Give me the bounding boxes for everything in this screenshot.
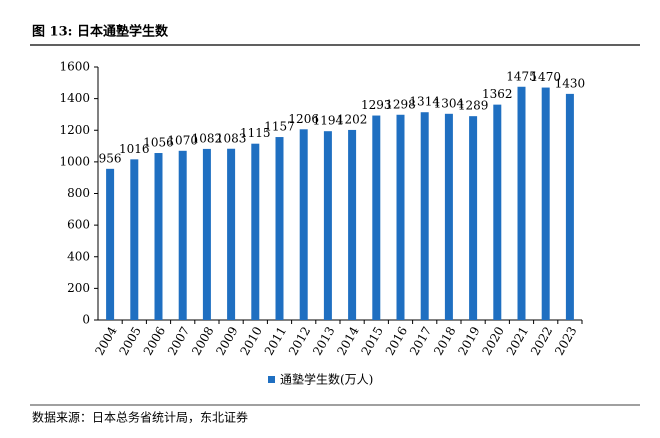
value-label: 1202 bbox=[337, 112, 368, 126]
bar bbox=[541, 87, 550, 321]
x-tick-label: 2010 bbox=[238, 324, 265, 357]
value-label: 1157 bbox=[264, 120, 295, 134]
bar bbox=[106, 168, 115, 320]
x-tick-label: 2012 bbox=[286, 324, 313, 357]
value-label: 1289 bbox=[458, 99, 489, 113]
value-label: 1206 bbox=[288, 112, 319, 126]
bar bbox=[227, 148, 236, 320]
value-label: 1293 bbox=[361, 98, 392, 112]
bar bbox=[517, 86, 526, 320]
bar bbox=[251, 143, 260, 320]
bar bbox=[154, 153, 163, 320]
x-tick-label: 2017 bbox=[407, 324, 434, 357]
value-label: 1430 bbox=[555, 76, 586, 90]
y-tick-label: 400 bbox=[67, 249, 90, 263]
value-label: 1083 bbox=[216, 131, 247, 145]
y-tick-label: 1000 bbox=[59, 154, 90, 168]
x-tick-label: 2008 bbox=[189, 324, 216, 357]
bar bbox=[275, 137, 284, 320]
x-tick-label: 2006 bbox=[141, 324, 168, 357]
legend-swatch bbox=[268, 376, 275, 383]
value-label: 1056 bbox=[143, 136, 174, 150]
x-tick-label: 2019 bbox=[455, 324, 482, 357]
x-tick-label: 2021 bbox=[504, 324, 531, 357]
value-label: 1016 bbox=[119, 142, 150, 156]
legend-label: 通塾学生数(万人) bbox=[280, 372, 373, 387]
x-tick-label: 2023 bbox=[552, 324, 579, 357]
value-label: 1362 bbox=[482, 87, 513, 101]
y-tick-label: 0 bbox=[82, 313, 90, 327]
bar bbox=[444, 113, 453, 321]
value-label: 1475 bbox=[506, 69, 537, 83]
source: 数据来源：日本总务省统计局，东北证券 bbox=[32, 410, 248, 425]
value-label: 1298 bbox=[385, 97, 416, 111]
x-tick-label: 2014 bbox=[334, 324, 362, 358]
y-tick-label: 1400 bbox=[59, 91, 90, 105]
x-tick-label: 2016 bbox=[383, 324, 410, 357]
y-tick-label: 200 bbox=[67, 281, 90, 295]
value-label: 1082 bbox=[192, 131, 223, 145]
x-tick-label: 2022 bbox=[528, 324, 555, 357]
value-label: 1304 bbox=[434, 96, 465, 110]
x-tick-label: 2018 bbox=[431, 324, 458, 357]
bar bbox=[178, 150, 187, 320]
value-label: 1470 bbox=[530, 70, 561, 84]
y-tick-label: 1200 bbox=[59, 123, 90, 137]
y-tick-label: 800 bbox=[67, 186, 90, 200]
bar bbox=[348, 129, 357, 320]
bar bbox=[420, 112, 429, 320]
bar bbox=[493, 104, 502, 320]
bar bbox=[130, 159, 139, 320]
x-tick-label: 2007 bbox=[165, 324, 192, 357]
value-label: 1115 bbox=[240, 126, 271, 140]
bar bbox=[372, 115, 381, 320]
x-tick-label: 2009 bbox=[213, 324, 240, 357]
y-tick-label: 1600 bbox=[59, 60, 90, 74]
x-tick-label: 2020 bbox=[480, 324, 507, 357]
value-label: 1070 bbox=[167, 133, 198, 147]
bar bbox=[565, 93, 574, 320]
x-tick-label: 2005 bbox=[117, 324, 144, 357]
x-tick-label: 2011 bbox=[262, 324, 289, 357]
chart-title: 图 13: 日本通塾学生数 bbox=[32, 24, 169, 40]
value-label: 1314 bbox=[409, 95, 440, 109]
value-label: 1194 bbox=[313, 114, 344, 128]
x-tick-label: 2015 bbox=[359, 324, 386, 357]
y-tick-label: 600 bbox=[67, 218, 90, 232]
bar bbox=[202, 148, 211, 320]
bar bbox=[396, 114, 405, 320]
bar bbox=[469, 116, 478, 320]
x-tick-label: 2013 bbox=[310, 324, 337, 357]
bar bbox=[299, 129, 308, 320]
value-label: 956 bbox=[99, 151, 122, 165]
bar bbox=[323, 131, 332, 320]
x-tick-label: 2004 bbox=[92, 324, 120, 358]
